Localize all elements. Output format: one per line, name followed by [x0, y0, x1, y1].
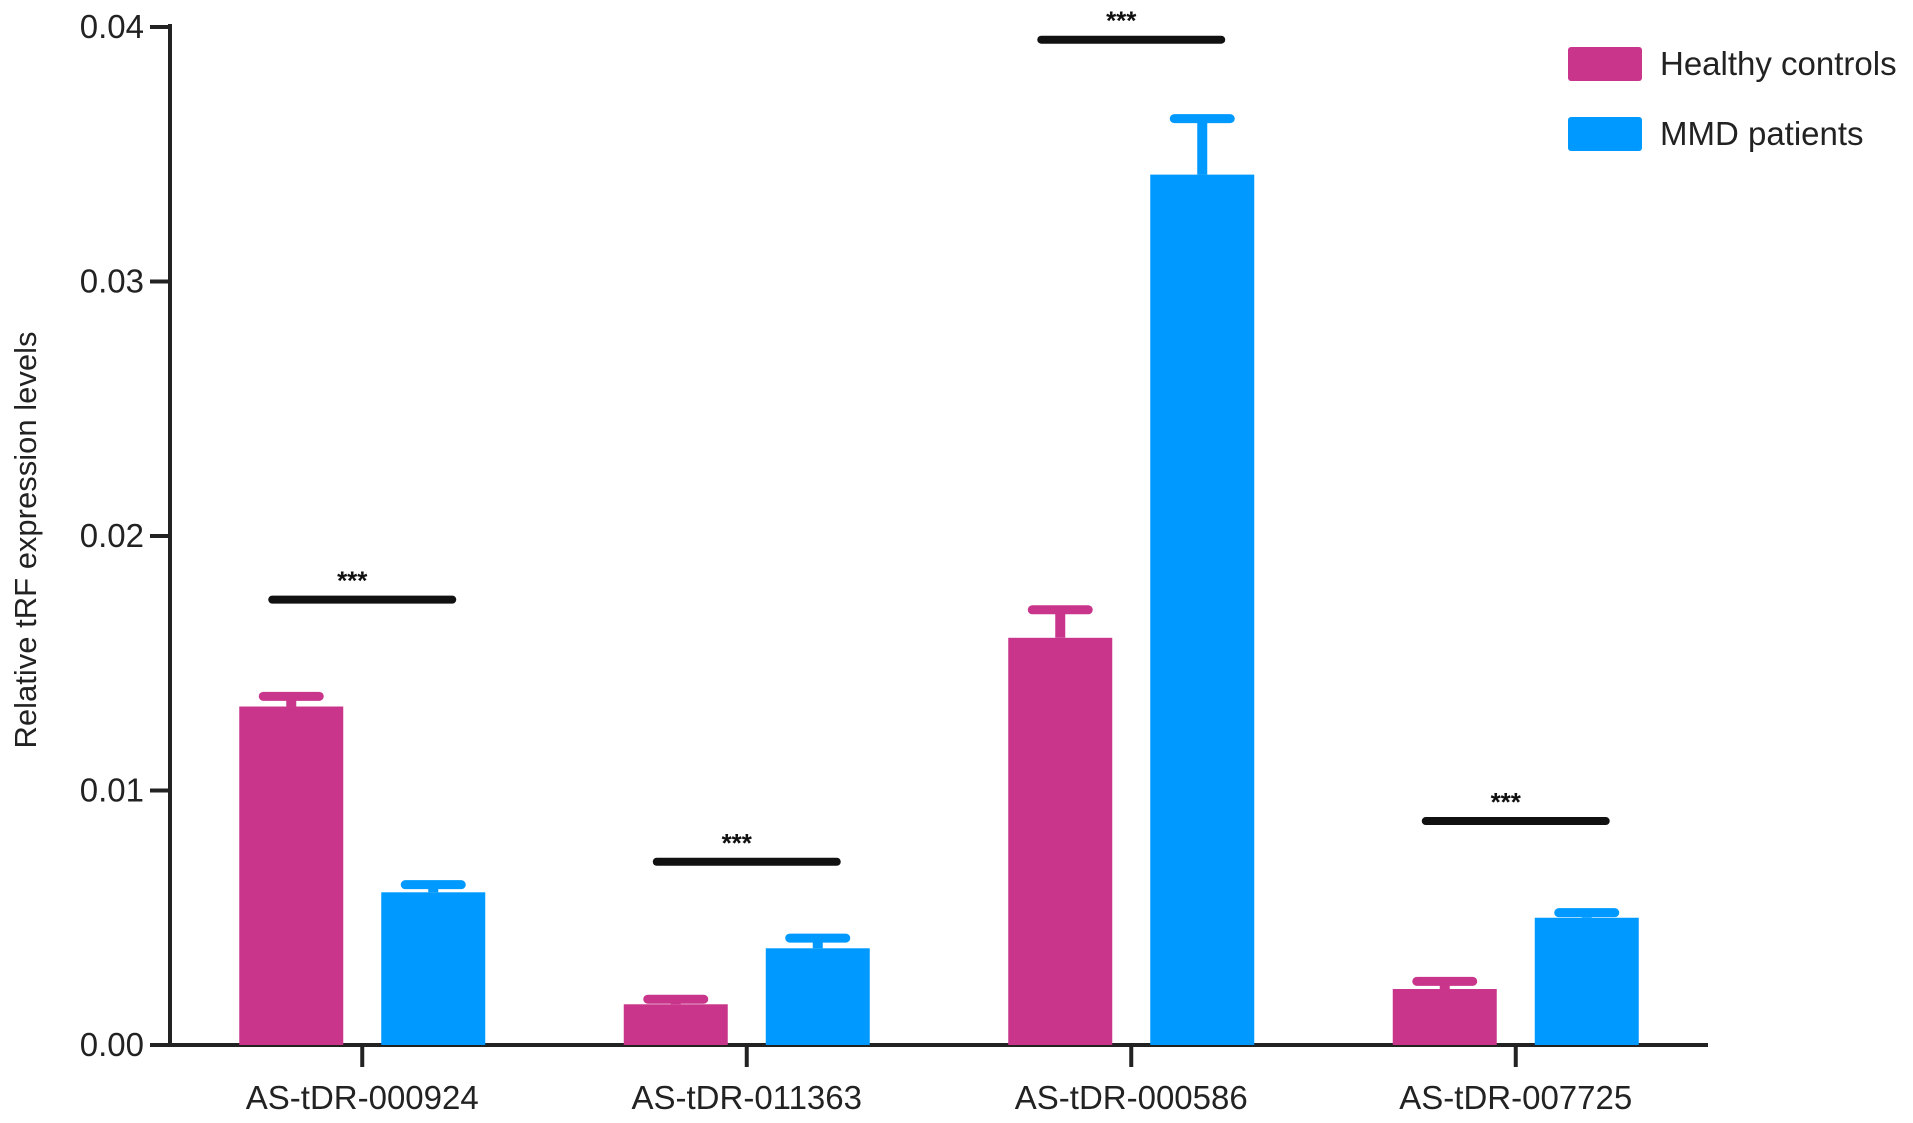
- y-tick-label: 0.01: [80, 772, 144, 809]
- bar: [1150, 174, 1255, 1046]
- significance-label: ***: [1491, 787, 1522, 817]
- legend-swatch: [1568, 117, 1642, 151]
- significance-label: ***: [1106, 6, 1137, 36]
- y-tick-label: 0.02: [80, 517, 144, 554]
- bar: [239, 706, 344, 1045]
- y-axis-title: Relative tRF expression levels: [8, 332, 43, 749]
- x-tick-label: AS-tDR-007725: [1399, 1079, 1632, 1116]
- y-tick-label: 0.04: [80, 8, 144, 45]
- bar: [1392, 989, 1497, 1045]
- legend-label: MMD patients: [1660, 115, 1864, 152]
- x-tick-label: AS-tDR-000586: [1015, 1079, 1248, 1116]
- bar: [1534, 917, 1639, 1045]
- bar: [1008, 637, 1113, 1045]
- bar: [623, 1004, 728, 1045]
- significance-label: ***: [722, 828, 753, 858]
- significance-label: ***: [337, 566, 368, 596]
- significance-markers: *** *** *** ***: [268, 6, 1610, 866]
- bar: [765, 948, 870, 1045]
- y-tick-label: 0.03: [80, 263, 144, 300]
- legend-label: Healthy controls: [1660, 45, 1897, 82]
- y-tick-label: 0.00: [80, 1026, 144, 1063]
- bars: [239, 114, 1639, 1046]
- bar: [381, 892, 486, 1045]
- y-axis: 0.00 0.01 0.02 0.03 0.04: [80, 8, 172, 1063]
- x-axis: AS-tDR-000924 AS-tDR-011363 AS-tDR-000586 A…: [168, 1043, 1708, 1116]
- x-tick-label: AS-tDR-000924: [246, 1079, 479, 1116]
- legend: Healthy controls MMD patients: [1568, 45, 1897, 152]
- legend-swatch: [1568, 47, 1642, 81]
- x-tick-label: AS-tDR-011363: [631, 1079, 862, 1116]
